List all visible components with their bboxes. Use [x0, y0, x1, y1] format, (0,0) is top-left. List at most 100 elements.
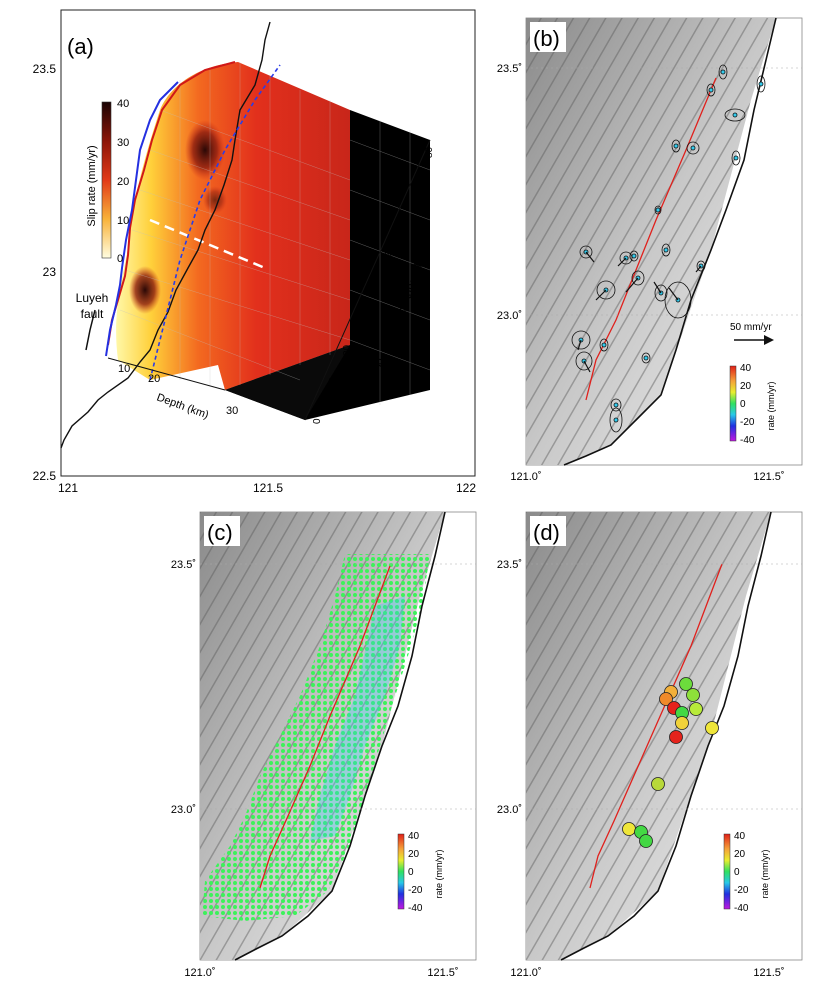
gps-station [671, 139, 681, 153]
strike-tick: 70 [412, 178, 423, 190]
strike-tick: 20 [342, 344, 353, 356]
gps-station [756, 75, 766, 93]
strike-tick: 0 [312, 418, 323, 424]
x-tick: 121.5˚ [427, 967, 458, 979]
colorbar-tick: 40 [740, 363, 752, 374]
slip-surface [116, 62, 431, 420]
y-tick: 22.5 [33, 469, 57, 483]
colorbar-tick: 20 [734, 849, 746, 860]
leveling-station [622, 822, 636, 836]
colorbar-a-title: Slip rate (mm/yr) [86, 145, 98, 226]
colorbar-tick: 20 [740, 381, 752, 392]
leveling-station [689, 702, 703, 716]
panel-d-label: (d) [533, 520, 560, 545]
panel-c: 40 20 0 -20 -40 rate (mm/yr) (c) 23.5˚ 2… [171, 511, 477, 979]
y-tick: 23.5˚ [171, 559, 196, 571]
velocity-arrows [577, 251, 702, 373]
gps-station [731, 150, 741, 166]
strike-tick: 80 [424, 146, 435, 158]
leveling-station [639, 834, 653, 848]
colorbar-tick: -20 [408, 885, 423, 896]
strike-tick: 40 [370, 278, 381, 290]
leveling-station [651, 777, 665, 791]
colorbar-title: rate (mm/yr) [766, 382, 776, 431]
colorbar-a-tick: 30 [117, 137, 129, 149]
x-tick: 122 [456, 481, 476, 495]
panel-a: Slip rate (mm/yr) 40 30 20 10 0 (a) 23.5… [33, 9, 476, 495]
scale-label: 50 mm/yr [730, 322, 772, 333]
x-tick: 121.0˚ [510, 967, 541, 979]
leveling-station [705, 721, 719, 735]
panel-a-label: (a) [67, 34, 94, 59]
gps-station [599, 338, 609, 352]
gps-station [629, 250, 639, 262]
depth-tick: 30 [226, 405, 238, 417]
colorbar-tick: 0 [408, 867, 414, 878]
strike-tick: 50 [384, 244, 395, 256]
fault-trace [589, 563, 723, 889]
x-tick: 121.5 [253, 481, 283, 495]
strike-tick: 10 [328, 376, 339, 388]
colorbar-title: rate (mm/yr) [760, 850, 770, 899]
fault-label: Luyeh [76, 291, 109, 305]
y-tick: 23.5˚ [497, 63, 522, 75]
colorbar-tick: -40 [734, 903, 749, 914]
leveling-station [669, 730, 683, 744]
colorbar-title: rate (mm/yr) [434, 850, 444, 899]
colorbar-a-tick: 0 [117, 253, 123, 265]
x-tick: 121.5˚ [753, 967, 784, 979]
panel-d: 40 20 0 -20 -40 rate (mm/yr) (d) 23.5˚ 2… [497, 511, 803, 979]
panel-b: 50 mm/yr 40 20 0 -20 -40 rate (mm/yr) (b… [497, 17, 803, 483]
gps-station [686, 141, 700, 155]
coastline [60, 21, 271, 449]
strike-tick: 30 [356, 310, 367, 322]
colorbar-tick: 40 [734, 831, 746, 842]
y-tick: 23.0˚ [171, 804, 196, 816]
x-tick: 121 [58, 481, 78, 495]
y-tick: 23.5˚ [497, 559, 522, 571]
y-tick: 23 [43, 265, 57, 279]
colorbar-a-tick: 40 [117, 98, 129, 110]
strike-tick: 60 [398, 212, 409, 224]
y-tick: 23.0˚ [497, 804, 522, 816]
gps-station [718, 64, 728, 80]
colorbar-a-tick: 20 [117, 176, 129, 188]
colorbar-a-tick: 10 [117, 215, 129, 227]
y-tick: 23.5 [33, 62, 57, 76]
colorbar-tick: 0 [740, 399, 746, 410]
insar-coverage [202, 554, 430, 921]
gps-station [641, 352, 651, 364]
colorbar-tick: -40 [408, 903, 423, 914]
fault-label: fault [81, 307, 104, 321]
leveling-station [686, 688, 700, 702]
leveling-station [659, 692, 673, 706]
colorbar-tick: 0 [734, 867, 740, 878]
colorbar-tick: 40 [408, 831, 420, 842]
gps-station [706, 83, 716, 97]
gps-station [610, 398, 622, 412]
x-tick: 121.5˚ [753, 471, 784, 483]
gps-station [654, 205, 662, 215]
colorbar-tick: -20 [734, 885, 749, 896]
coastline [234, 511, 446, 961]
fault-trace [259, 565, 391, 889]
colorbar-a [101, 101, 112, 259]
panel-b-label: (b) [533, 26, 560, 51]
panel-c-label: (c) [207, 520, 233, 545]
gps-station [661, 243, 671, 257]
leveling-station [675, 716, 689, 730]
y-tick: 23.0˚ [497, 310, 522, 322]
leveling-station [679, 677, 693, 691]
leveling-stations [622, 677, 719, 848]
colorbar-d [723, 833, 731, 910]
depth-tick: 10 [118, 363, 130, 375]
colorbar-tick: 20 [408, 849, 420, 860]
gps-station [609, 407, 623, 433]
depth-tick: 20 [148, 373, 160, 385]
colorbar-tick: -40 [740, 435, 755, 446]
colorbar-c [397, 833, 405, 910]
fault-trace [585, 77, 717, 401]
gps-station [724, 108, 746, 122]
coastline [560, 511, 772, 961]
colorbar-tick: -20 [740, 417, 755, 428]
